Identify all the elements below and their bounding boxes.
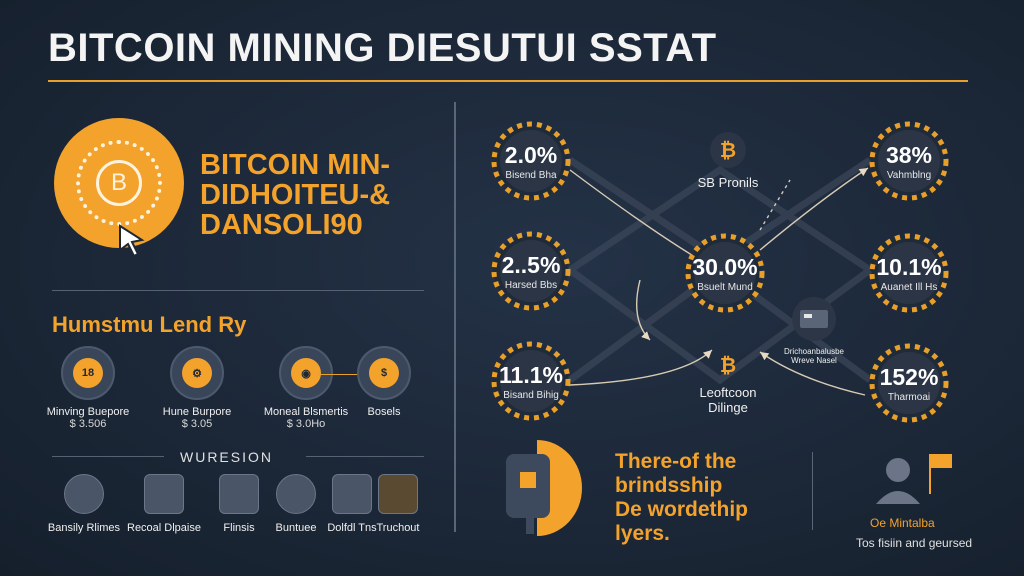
side-title-line-1: BITCOIN MIN- — [200, 149, 391, 181]
stat-caption: Bsuelt Mund — [697, 282, 753, 293]
side-title: BITCOIN MIN- DIDHOITEU-& DANSOLI90 — [200, 150, 390, 240]
feature-value: $ 3.05 — [181, 418, 213, 430]
server-icon — [792, 297, 836, 341]
mining-rig-icon — [144, 474, 184, 514]
section-divider — [52, 290, 424, 291]
stat-percent: 2.0% — [504, 142, 558, 168]
center-divider — [454, 102, 456, 532]
wallet-icon — [378, 474, 418, 514]
feature-item: $ Bosels — [336, 346, 432, 418]
feature-label: Hune Burpore — [162, 406, 232, 418]
tool-label: Bansily Rlimes — [47, 522, 121, 534]
stat-node: 2..5% Harsed Bbs — [490, 230, 572, 312]
tool-label: Dolfdl Tns — [327, 522, 377, 534]
stat-percent: 30.0% — [692, 254, 758, 280]
tool-item: Flinsis — [199, 474, 279, 534]
tool-label: Truchout — [376, 522, 420, 534]
promo-line: De wordethip — [615, 498, 749, 521]
stat-node: 11.1% Bisand Bihig — [490, 340, 572, 422]
bitcoin-node-label: Leoftcoon — [699, 385, 757, 400]
gear-ring-icon — [491, 341, 571, 421]
stat-percent: 2..5% — [501, 252, 561, 278]
gear-ring-icon — [869, 233, 949, 313]
cursor-icon — [119, 224, 145, 258]
tool-item: Truchout — [358, 474, 438, 534]
stat-percent: 38% — [885, 142, 933, 168]
hand-coin-icon — [276, 474, 316, 514]
tool-label: Flinsis — [223, 522, 255, 534]
gear-ring-icon — [869, 343, 949, 423]
stat-node: 30.0% Bsuelt Mund — [684, 232, 766, 314]
gear-ring-icon — [869, 121, 949, 201]
profits-node: ₿ SB Pronils — [680, 130, 776, 190]
tool-item: Buntuee — [256, 474, 336, 534]
svg-text:₿: ₿ — [720, 140, 736, 162]
section-label: WURESION — [180, 449, 273, 465]
tool-label: Buntuee — [275, 522, 317, 534]
bitcoin-node-sublabel: Dilinge — [708, 400, 748, 415]
note-text: Tos fisiin and geursed — [856, 536, 973, 550]
page-title: BITCOIN MINING DIESUTUI SSTAT — [48, 26, 717, 70]
server-node: Drichoanbalusbe Wreve Nasel — [776, 296, 852, 365]
gear-ring-icon — [685, 233, 765, 313]
stat-node: 2.0% Bisend Bha — [490, 120, 572, 202]
stat-node: 152% Tharmoai — [868, 342, 950, 424]
gear-ring-icon — [491, 121, 571, 201]
feature-label: Bosels — [367, 406, 401, 418]
tool-item: Recoal Dlpaise — [124, 474, 204, 534]
stat-node: 38% Vahmblng — [868, 120, 950, 202]
bitcoin-small-icon: ₿ — [720, 355, 736, 377]
coin-icon: 18 — [61, 346, 115, 400]
side-title-line-2: DIDHOITEU-& — [200, 179, 391, 211]
token-icon: ◉ — [279, 346, 333, 400]
calculator-icon — [332, 474, 372, 514]
promo-line: There-of the — [615, 450, 737, 473]
bitcoin-node: ₿ Leoftcoon Dilinge — [680, 350, 776, 415]
stat-caption: Bisend Bha — [505, 170, 557, 181]
stat-caption: Harsed Bbs — [504, 280, 558, 291]
feature-label: Minving Buepore — [46, 406, 130, 418]
feature-label: Moneal Blsmertis — [263, 406, 349, 418]
tool-item: Dolfdl Tns — [312, 474, 392, 534]
section-rule-left — [52, 456, 164, 457]
svg-text:₿: ₿ — [720, 355, 736, 377]
stat-node: 10.1% Auanet Ill Hs — [868, 232, 950, 314]
side-title-line-3: DANSOLI90 — [200, 209, 363, 241]
promo-line: brindsship — [615, 474, 723, 497]
tool-label: Recoal Dlpaise — [127, 522, 201, 534]
server-caption: Wreve Nasel — [791, 356, 837, 365]
profits-label: SB Pronils — [697, 175, 759, 190]
bitcoin-small-icon: ₿ — [710, 132, 746, 168]
tool-item: Bansily Rlimes — [44, 474, 124, 534]
promo-line: lyers. — [615, 522, 670, 545]
feature-item: ⚙ Hune Burpore $ 3.05 — [149, 346, 245, 430]
stat-percent: 152% — [879, 364, 939, 390]
subhead: Humstmu Lend Ry — [52, 312, 247, 337]
stat-caption: Vahmblng — [886, 170, 932, 181]
calculator-icon — [219, 474, 259, 514]
gear-ring-icon — [491, 231, 571, 311]
stat-caption: Auanet Ill Hs — [880, 282, 938, 293]
circuit-icon: ⚙ — [170, 346, 224, 400]
user-with-flag-icon — [876, 454, 952, 504]
stat-percent: 11.1% — [499, 362, 563, 388]
feature-value: $ 3.0Ho — [286, 418, 326, 430]
bottom-divider — [812, 452, 813, 530]
feature-item: 18 Minving Buepore $ 3.506 — [40, 346, 136, 430]
title-underline — [48, 80, 968, 82]
promo-text: There-of the brindsship De wordethip lye… — [615, 450, 748, 546]
stat-caption: Tharmoai — [887, 392, 931, 403]
section-rule-right — [306, 456, 424, 457]
feature-item: ◉ Moneal Blsmertis $ 3.0Ho — [258, 346, 354, 430]
stat-caption: Bisand Bihig — [503, 390, 559, 401]
stat-percent: 10.1% — [876, 254, 942, 280]
person-icon — [64, 474, 104, 514]
bitcoin-symbol: B — [96, 160, 142, 206]
note-title: Oe Mintalba — [870, 516, 935, 530]
money-bag-icon: $ — [357, 346, 411, 400]
server-caption: Drichoanbalusbe — [783, 347, 845, 356]
miner-bitcoin-icon — [506, 440, 582, 536]
feature-value: $ 3.506 — [69, 418, 107, 430]
connector-line — [318, 374, 358, 375]
